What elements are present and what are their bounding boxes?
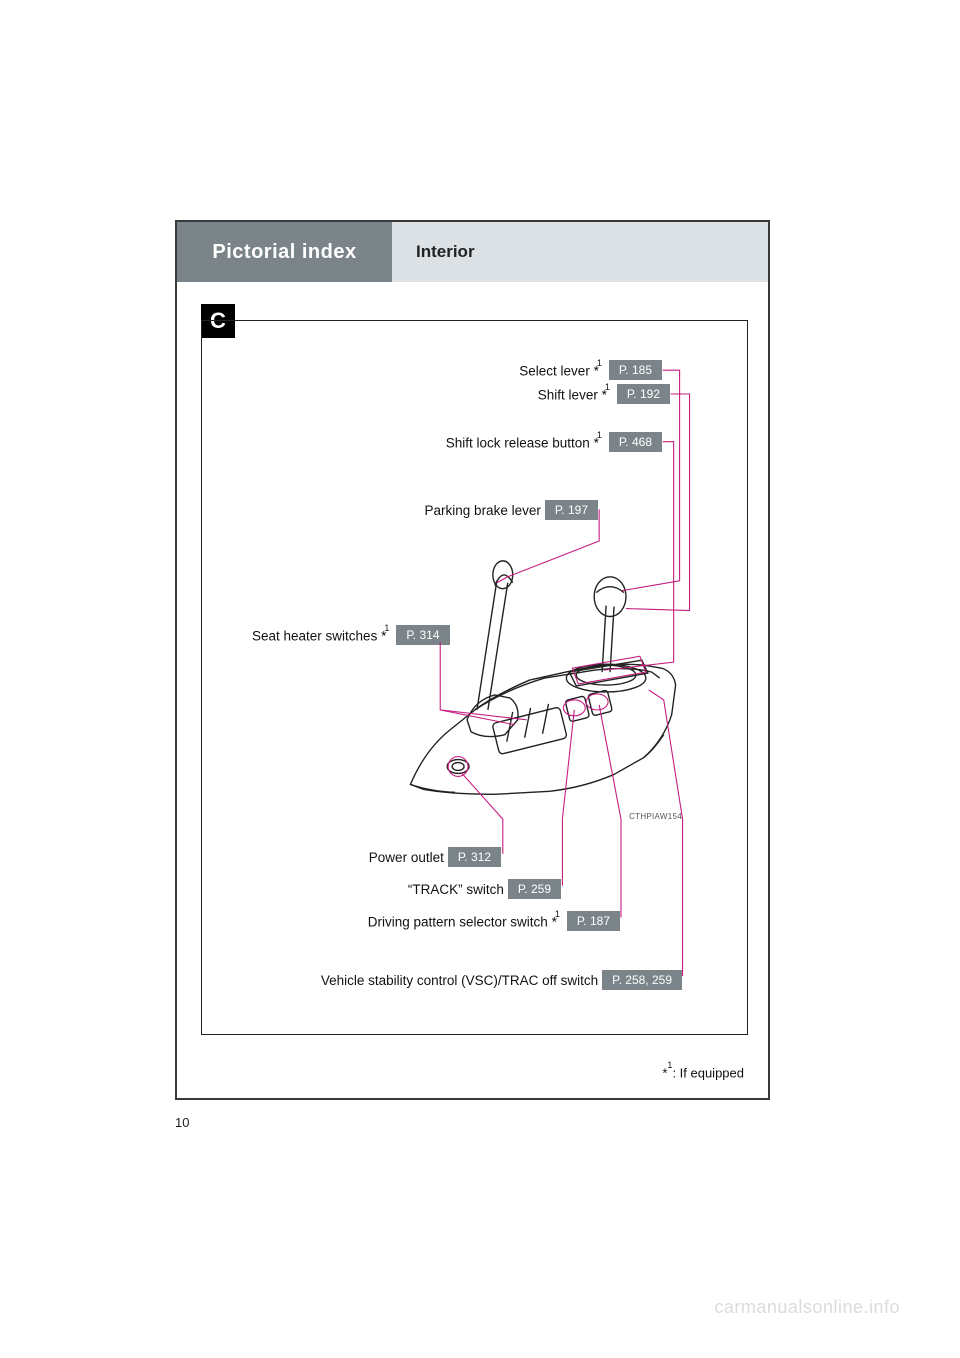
label-parking-brake: Parking brake lever — [425, 503, 541, 518]
label-vsc: Vehicle stability control (VSC)/TRAC off… — [321, 973, 598, 988]
watermark: carmanualsonline.info — [714, 1297, 900, 1318]
callout-track-switch: “TRACK” switch P. 259 — [408, 879, 561, 899]
label-power-outlet: Power outlet — [369, 850, 444, 865]
callout-driving-pattern: Driving pattern selector switch *1 P. 18… — [368, 911, 620, 931]
callout-power-outlet: Power outlet P. 312 — [369, 847, 501, 867]
pref-shift-lock: P. 468 — [609, 432, 662, 452]
pref-seat-heater: P. 314 — [396, 625, 449, 645]
pref-vsc: P. 258, 259 — [602, 970, 682, 990]
callout-select-lever: Select lever *1 P. 185 — [519, 360, 662, 380]
pref-power-outlet: P. 312 — [448, 847, 501, 867]
callout-shift-lock: Shift lock release button *1 P. 468 — [446, 432, 662, 452]
label-track-switch: “TRACK” switch — [408, 882, 504, 897]
page-number: 10 — [175, 1115, 189, 1130]
pref-track-switch: P. 259 — [508, 879, 561, 899]
footnote: *1: If equipped — [662, 1064, 744, 1080]
pref-parking-brake: P. 197 — [545, 500, 598, 520]
callout-vsc: Vehicle stability control (VSC)/TRAC off… — [321, 970, 682, 990]
image-code: CTHPIAW154 — [629, 812, 682, 821]
label-shift-lever: Shift lever *1 — [538, 386, 613, 403]
pref-select-lever: P. 185 — [609, 360, 662, 380]
label-driving-pattern: Driving pattern selector switch *1 — [368, 913, 563, 930]
manual-page: Pictorial index Interior C Select lever … — [175, 220, 770, 1100]
label-select-lever: Select lever *1 — [519, 362, 605, 379]
label-seat-heater: Seat heater switches *1 — [252, 627, 392, 644]
page-content: C Select lever *1 P. 185 Shift lever *1 … — [177, 282, 768, 1098]
header-title-left: Pictorial index — [177, 222, 392, 282]
callout-parking-brake: Parking brake lever P. 197 — [425, 500, 598, 520]
label-shift-lock: Shift lock release button *1 — [446, 434, 605, 451]
pref-shift-lever: P. 192 — [617, 384, 670, 404]
callout-shift-lever: Shift lever *1 P. 192 — [538, 384, 670, 404]
callout-seat-heater: Seat heater switches *1 P. 314 — [252, 625, 450, 645]
page-header: Pictorial index Interior — [177, 222, 768, 282]
pref-driving-pattern: P. 187 — [567, 911, 620, 931]
header-title-right: Interior — [392, 222, 768, 282]
